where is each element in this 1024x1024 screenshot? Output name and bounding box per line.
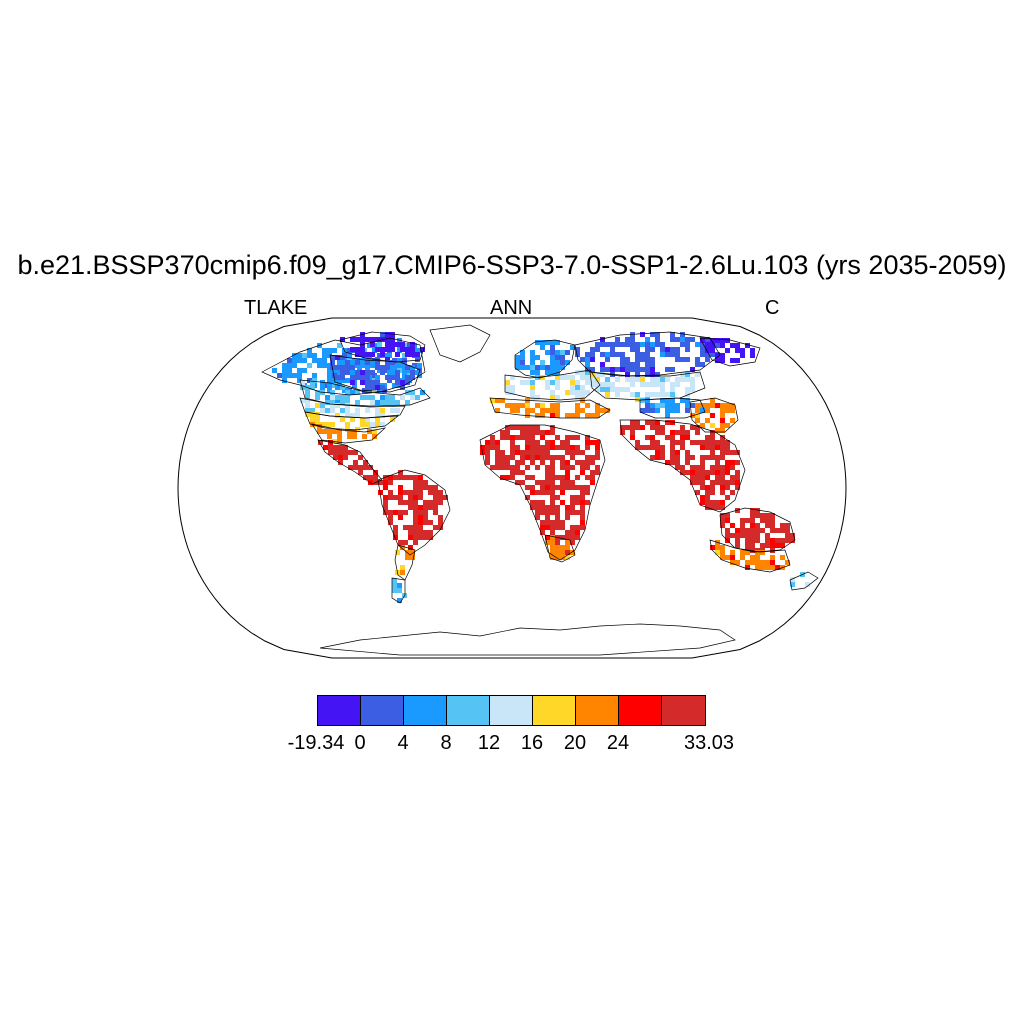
coastline: [699, 337, 761, 367]
coastline: [639, 397, 706, 419]
colorbar-tick-label: 33.03: [683, 732, 735, 754]
colorbar-tick-label: 24: [606, 732, 630, 754]
coastline: [317, 439, 383, 485]
coastline: [329, 354, 421, 393]
colorbar-box: [576, 696, 619, 725]
field-region-east-siberia: [700, 338, 755, 363]
colorbar-box: [447, 696, 490, 725]
colorbar-box: [361, 696, 404, 725]
coastline: [709, 539, 791, 573]
colorbar-box: [404, 696, 447, 725]
colorbar-box: [490, 696, 533, 725]
colorbar-tick-label: -19.34: [287, 732, 345, 754]
plot-title: b.e21.BSSP370cmip6.f09_g17.CMIP6-SSP3-7.…: [17, 250, 1007, 280]
coastline: [261, 337, 426, 396]
map-boundary: [177, 317, 847, 659]
coastline: [504, 369, 601, 401]
coastline: [391, 577, 406, 604]
field-region-new-zealand: [790, 572, 810, 587]
coastline: [544, 534, 576, 563]
field-region-africa: [480, 425, 600, 555]
field-region-siberia: [575, 332, 720, 377]
variable-label: TLAKE: [244, 297, 308, 319]
colorbar-tick-label: 20: [563, 732, 587, 754]
coastline: [304, 411, 400, 431]
units-label: C: [765, 297, 780, 319]
coastline: [489, 397, 611, 419]
field-region-southern-canada: [300, 380, 425, 405]
coastline: [574, 331, 721, 377]
field-region-south-america-north: [378, 470, 448, 550]
colorbar-tick-label: 16: [520, 732, 544, 754]
colorbar-box: [318, 696, 361, 725]
field-region-australia-north: [720, 508, 795, 553]
colorbar-box: [533, 696, 576, 725]
colorbar-tick-label: 12: [477, 732, 501, 754]
antarctica-coastline: [319, 623, 736, 656]
season-label: ANN: [490, 297, 533, 319]
coastline: [719, 507, 796, 553]
field-region-china: [690, 398, 735, 433]
coastline: [689, 397, 739, 433]
coastline: [619, 419, 746, 513]
colorbar-box: [662, 696, 705, 725]
greenland-coastline: [429, 324, 491, 363]
field-region-india-se-asia: [620, 420, 740, 510]
coastline: [311, 423, 387, 444]
colorbar-tick-label: 0: [354, 732, 366, 754]
field-region-south-africa: [545, 535, 575, 560]
colorbar: [317, 695, 706, 726]
colorbar-tick-label: 4: [397, 732, 409, 754]
coastline: [789, 571, 819, 591]
colorbar-tick-label: 8: [440, 732, 452, 754]
colorbar-box: [619, 696, 662, 725]
coastline: [589, 371, 706, 401]
coastline: [339, 331, 426, 363]
coastline: [479, 424, 606, 561]
coastline: [377, 469, 451, 556]
coastline: [514, 339, 576, 379]
field-region-north-canada: [330, 355, 420, 390]
